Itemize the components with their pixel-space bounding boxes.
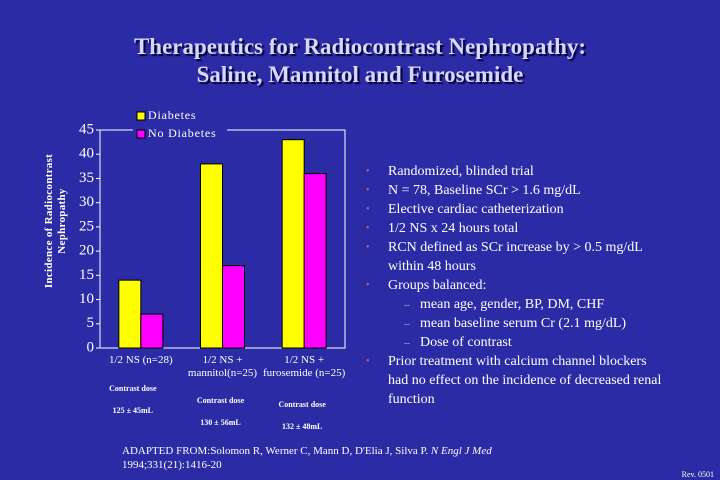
bullet: Randomized, blinded trial [366, 162, 666, 181]
legend-box [133, 107, 227, 143]
y-tick-label: 15 [79, 267, 94, 283]
bar [200, 163, 223, 349]
bar [140, 313, 164, 349]
bar [118, 279, 142, 349]
x-tick-label: 1/2 NS + furosemide (n=25) [263, 354, 346, 379]
y-tick-label: 35 [79, 170, 94, 186]
bar [303, 173, 327, 349]
legend-swatch [136, 129, 146, 139]
x-tick-label: 1/2 NS (n=28) [109, 354, 173, 366]
y-tick-label: 20 [79, 243, 94, 259]
bullet: RCN defined as SCr increase by > 0.5 mg/… [366, 238, 666, 276]
y-tick-label: 25 [79, 218, 94, 234]
citation-text: ADAPTED FROM:Solomon R, Werner C, Mann D… [122, 445, 429, 457]
dose-heading: Contrast dose [196, 396, 245, 405]
bullet: 1/2 NS x 24 hours total [366, 219, 666, 238]
title-line-2: Saline, Mannitol and Furosemide [196, 62, 524, 87]
bullet-text: Randomized, blinded trial [388, 164, 534, 179]
citation-journal: N Engl J Med [430, 445, 492, 457]
y-tick-label: 30 [79, 194, 94, 210]
revision: Rev. 0501 [681, 470, 714, 479]
bullet: Prior treatment with calcium channel blo… [366, 352, 666, 409]
legend-swatch [136, 111, 146, 121]
y-tick-label: 5 [87, 315, 95, 331]
bar [281, 139, 305, 349]
dose-heading: Contrast dose [109, 384, 157, 393]
bullet-text: RCN defined as SCr increase by > 0.5 mg/… [388, 240, 643, 274]
y-tick-label: 40 [79, 146, 94, 162]
y-axis-label: Incidence of Radiocontrast Nephropathy [43, 153, 68, 289]
bullet-text: Groups balanced: [388, 278, 487, 293]
dose-value: 125 ± 45mL [112, 406, 154, 415]
y-tick-label: 0 [87, 339, 95, 355]
bullet-list: Randomized, blinded trial N = 78, Baselin… [366, 162, 666, 409]
citation: ADAPTED FROM:Solomon R, Werner C, Mann D… [122, 444, 542, 472]
title-line-1: Therapeutics for Radiocontrast Nephropat… [133, 34, 587, 59]
bullet-text: Elective cardiac catheterization [388, 202, 564, 217]
bar [222, 265, 245, 349]
bullet: N = 78, Baseline SCr > 1.6 mg/dL [366, 181, 666, 200]
sub-bullet: Dose of contrast [388, 333, 666, 352]
bullet-text: Prior treatment with calcium channel blo… [388, 354, 662, 407]
sub-list: mean age, gender, BP, DM, CHFmean baseli… [388, 295, 666, 352]
dose-heading: Contrast dose [278, 400, 326, 409]
citation-ref: 1994;331(21):1416-20 [122, 459, 222, 471]
y-tick-label: 10 [79, 291, 94, 307]
sub-bullet: mean age, gender, BP, DM, CHF [388, 295, 666, 314]
dose-value: 130 ± 56mL [200, 418, 241, 427]
x-tick-label: 1/2 NS + mannitol(n=25) [187, 354, 258, 379]
bullet-text: N = 78, Baseline SCr > 1.6 mg/dL [388, 183, 581, 198]
bullet: Elective cardiac catheterization [366, 200, 666, 219]
sub-bullet: mean baseline serum Cr (2.1 mg/dL) [388, 314, 666, 333]
bullet: Groups balanced: mean age, gender, BP, DM… [366, 276, 666, 352]
dose-value: 132 ± 48mL [281, 422, 323, 431]
legend-label: No Diabetes [148, 126, 216, 140]
bullet-text: 1/2 NS x 24 hours total [388, 221, 519, 236]
y-tick-label: 45 [79, 121, 94, 137]
legend-label: Diabetes [148, 108, 196, 122]
